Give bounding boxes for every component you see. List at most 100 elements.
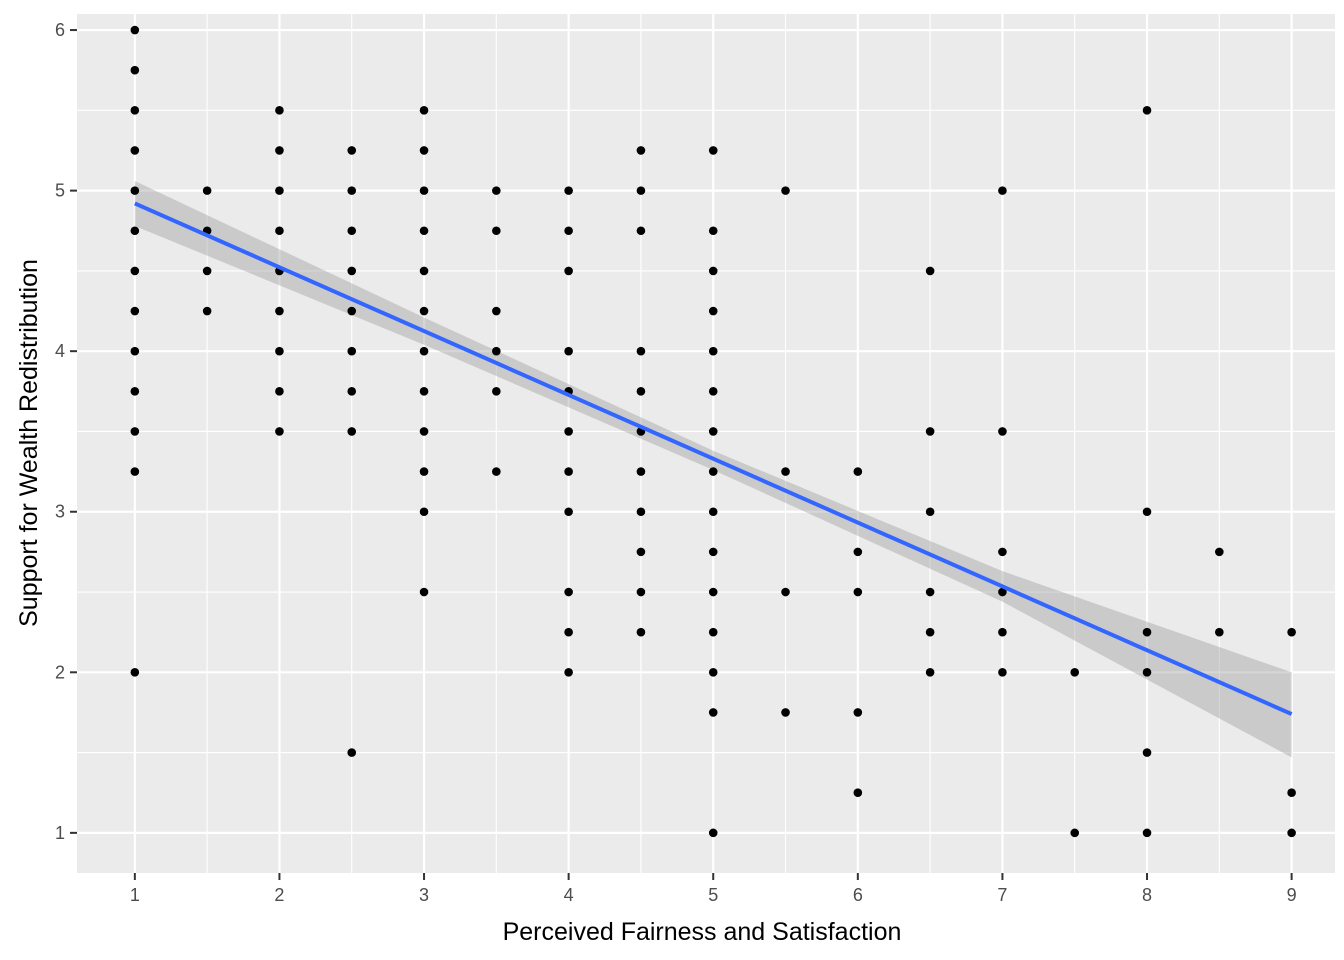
data-point — [564, 427, 573, 436]
data-point — [347, 146, 357, 155]
data-point — [708, 146, 718, 155]
data-point — [130, 427, 140, 436]
data-point — [781, 708, 790, 717]
data-point — [998, 667, 1007, 677]
y-tick-label: 4 — [55, 341, 65, 361]
data-point — [275, 146, 284, 155]
data-point — [130, 467, 140, 476]
data-point — [636, 467, 646, 476]
data-point — [419, 186, 429, 195]
data-point — [925, 587, 935, 597]
data-point — [419, 306, 429, 316]
data-point — [130, 146, 140, 155]
data-point — [419, 387, 429, 396]
data-point — [419, 146, 429, 155]
data-point — [492, 306, 501, 316]
y-tick-label: 3 — [55, 502, 65, 522]
data-point — [564, 467, 573, 476]
data-point — [419, 226, 429, 236]
data-point — [492, 186, 501, 195]
data-point — [925, 266, 935, 276]
data-point — [564, 507, 573, 517]
data-point — [1142, 507, 1152, 517]
data-point — [708, 507, 718, 517]
data-point — [708, 427, 718, 436]
data-point — [853, 547, 863, 557]
x-tick-label: 3 — [419, 885, 429, 905]
data-point — [998, 427, 1007, 436]
data-point — [419, 587, 429, 597]
x-tick-label: 9 — [1287, 885, 1297, 905]
x-tick-label: 2 — [274, 885, 284, 905]
data-point — [925, 667, 935, 677]
data-point — [636, 146, 646, 155]
data-point — [347, 226, 357, 236]
data-point — [708, 226, 718, 236]
plot-panel — [77, 14, 1335, 873]
data-point — [130, 266, 140, 276]
data-point — [564, 667, 573, 677]
data-point — [419, 106, 429, 115]
x-tick-label: 4 — [564, 885, 574, 905]
data-point — [347, 346, 357, 356]
data-point — [998, 186, 1007, 195]
data-point — [708, 547, 718, 557]
x-tick-label: 6 — [853, 885, 863, 905]
data-point — [1142, 106, 1152, 115]
data-point — [275, 387, 284, 396]
data-point — [1287, 828, 1296, 838]
data-point — [708, 266, 718, 276]
data-point — [708, 587, 718, 597]
data-point — [492, 226, 501, 236]
data-point — [130, 387, 140, 396]
data-point — [347, 387, 357, 396]
data-point — [419, 427, 429, 436]
data-point — [130, 186, 140, 195]
data-point — [564, 627, 573, 637]
data-point — [130, 667, 140, 677]
data-point — [202, 266, 212, 276]
data-point — [781, 186, 790, 195]
data-point — [1070, 667, 1080, 677]
y-tick-label: 5 — [55, 181, 65, 201]
data-point — [708, 667, 718, 677]
data-point — [925, 427, 935, 436]
y-tick-label: 2 — [55, 662, 65, 682]
data-point — [564, 226, 573, 236]
data-point — [130, 306, 140, 316]
data-point — [564, 266, 573, 276]
data-point — [636, 387, 646, 396]
data-point — [1287, 627, 1296, 637]
data-point — [202, 186, 212, 195]
data-point — [998, 547, 1007, 557]
data-point — [347, 306, 357, 316]
data-point — [708, 306, 718, 316]
data-point — [275, 226, 284, 236]
data-point — [708, 708, 718, 717]
data-point — [1142, 828, 1152, 838]
data-point — [781, 587, 790, 597]
data-point — [853, 587, 863, 597]
data-point — [492, 387, 501, 396]
data-point — [636, 587, 646, 597]
data-point — [636, 547, 646, 557]
data-point — [1070, 828, 1080, 838]
data-point — [1142, 667, 1152, 677]
data-point — [492, 346, 501, 356]
x-tick-label: 5 — [708, 885, 718, 905]
data-point — [419, 346, 429, 356]
data-point — [1215, 547, 1224, 557]
data-points — [130, 25, 1296, 838]
data-point — [708, 387, 718, 396]
data-point — [998, 587, 1007, 597]
data-point — [275, 186, 284, 195]
y-tick-label: 6 — [55, 20, 65, 40]
y-axis-title: Support for Wealth Redistribution — [15, 259, 43, 627]
data-point — [998, 627, 1007, 637]
data-point — [708, 346, 718, 356]
data-point — [636, 226, 646, 236]
data-point — [564, 186, 573, 195]
data-point — [347, 748, 357, 757]
data-point — [636, 507, 646, 517]
